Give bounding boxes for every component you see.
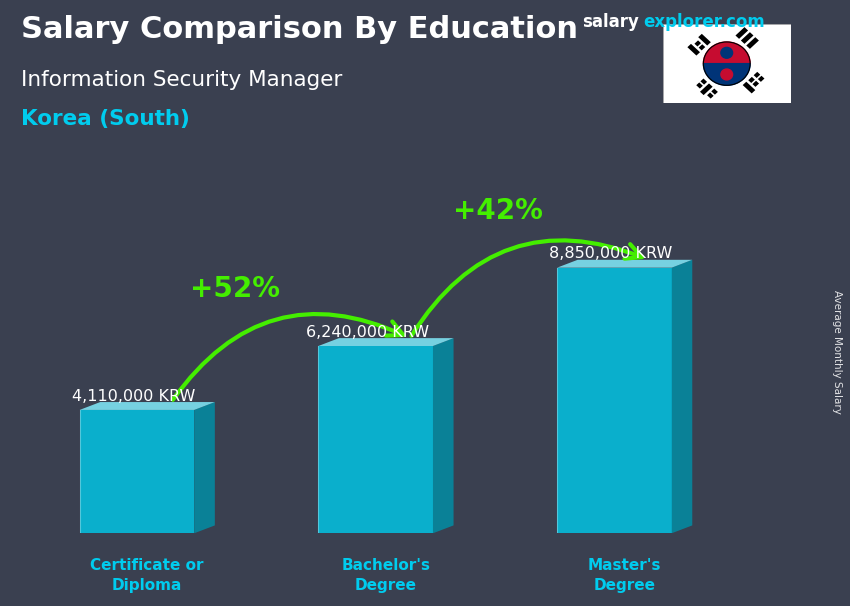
Polygon shape: [319, 338, 454, 346]
Bar: [746, 37, 759, 49]
Bar: [741, 32, 753, 44]
Bar: [699, 44, 705, 50]
Bar: [707, 93, 714, 99]
Bar: [688, 44, 700, 56]
Polygon shape: [80, 410, 194, 533]
Bar: [700, 79, 707, 85]
Bar: [754, 72, 760, 78]
Polygon shape: [433, 338, 454, 533]
Polygon shape: [557, 260, 692, 268]
Text: +42%: +42%: [452, 197, 542, 225]
Polygon shape: [194, 402, 215, 533]
Polygon shape: [557, 268, 672, 533]
Circle shape: [721, 69, 733, 80]
Bar: [700, 84, 712, 95]
Bar: [752, 81, 759, 87]
Text: Bachelor's
Degree: Bachelor's Degree: [342, 559, 430, 593]
Text: Information Security Manager: Information Security Manager: [21, 70, 343, 90]
Polygon shape: [80, 402, 215, 410]
Bar: [711, 88, 718, 95]
Circle shape: [721, 47, 733, 58]
Text: explorer.com: explorer.com: [643, 13, 765, 32]
Text: Salary Comparison By Education: Salary Comparison By Education: [21, 15, 578, 44]
Text: Average Monthly Salary: Average Monthly Salary: [832, 290, 842, 413]
Bar: [735, 27, 748, 39]
Text: Certificate or
Diploma: Certificate or Diploma: [90, 559, 204, 593]
Bar: [698, 34, 711, 45]
Text: Korea (South): Korea (South): [21, 109, 190, 129]
Polygon shape: [703, 64, 750, 85]
Bar: [743, 82, 756, 93]
Text: 4,110,000 KRW: 4,110,000 KRW: [71, 388, 195, 404]
Text: salary: salary: [582, 13, 639, 32]
Text: 8,850,000 KRW: 8,850,000 KRW: [549, 247, 672, 261]
Polygon shape: [319, 346, 433, 533]
Polygon shape: [672, 260, 692, 533]
Bar: [696, 82, 703, 88]
Bar: [758, 76, 764, 82]
Text: Master's
Degree: Master's Degree: [588, 559, 661, 593]
Bar: [694, 41, 701, 47]
Text: +52%: +52%: [190, 275, 280, 303]
Text: 6,240,000 KRW: 6,240,000 KRW: [306, 325, 428, 340]
Bar: [748, 77, 755, 83]
Polygon shape: [703, 42, 750, 64]
